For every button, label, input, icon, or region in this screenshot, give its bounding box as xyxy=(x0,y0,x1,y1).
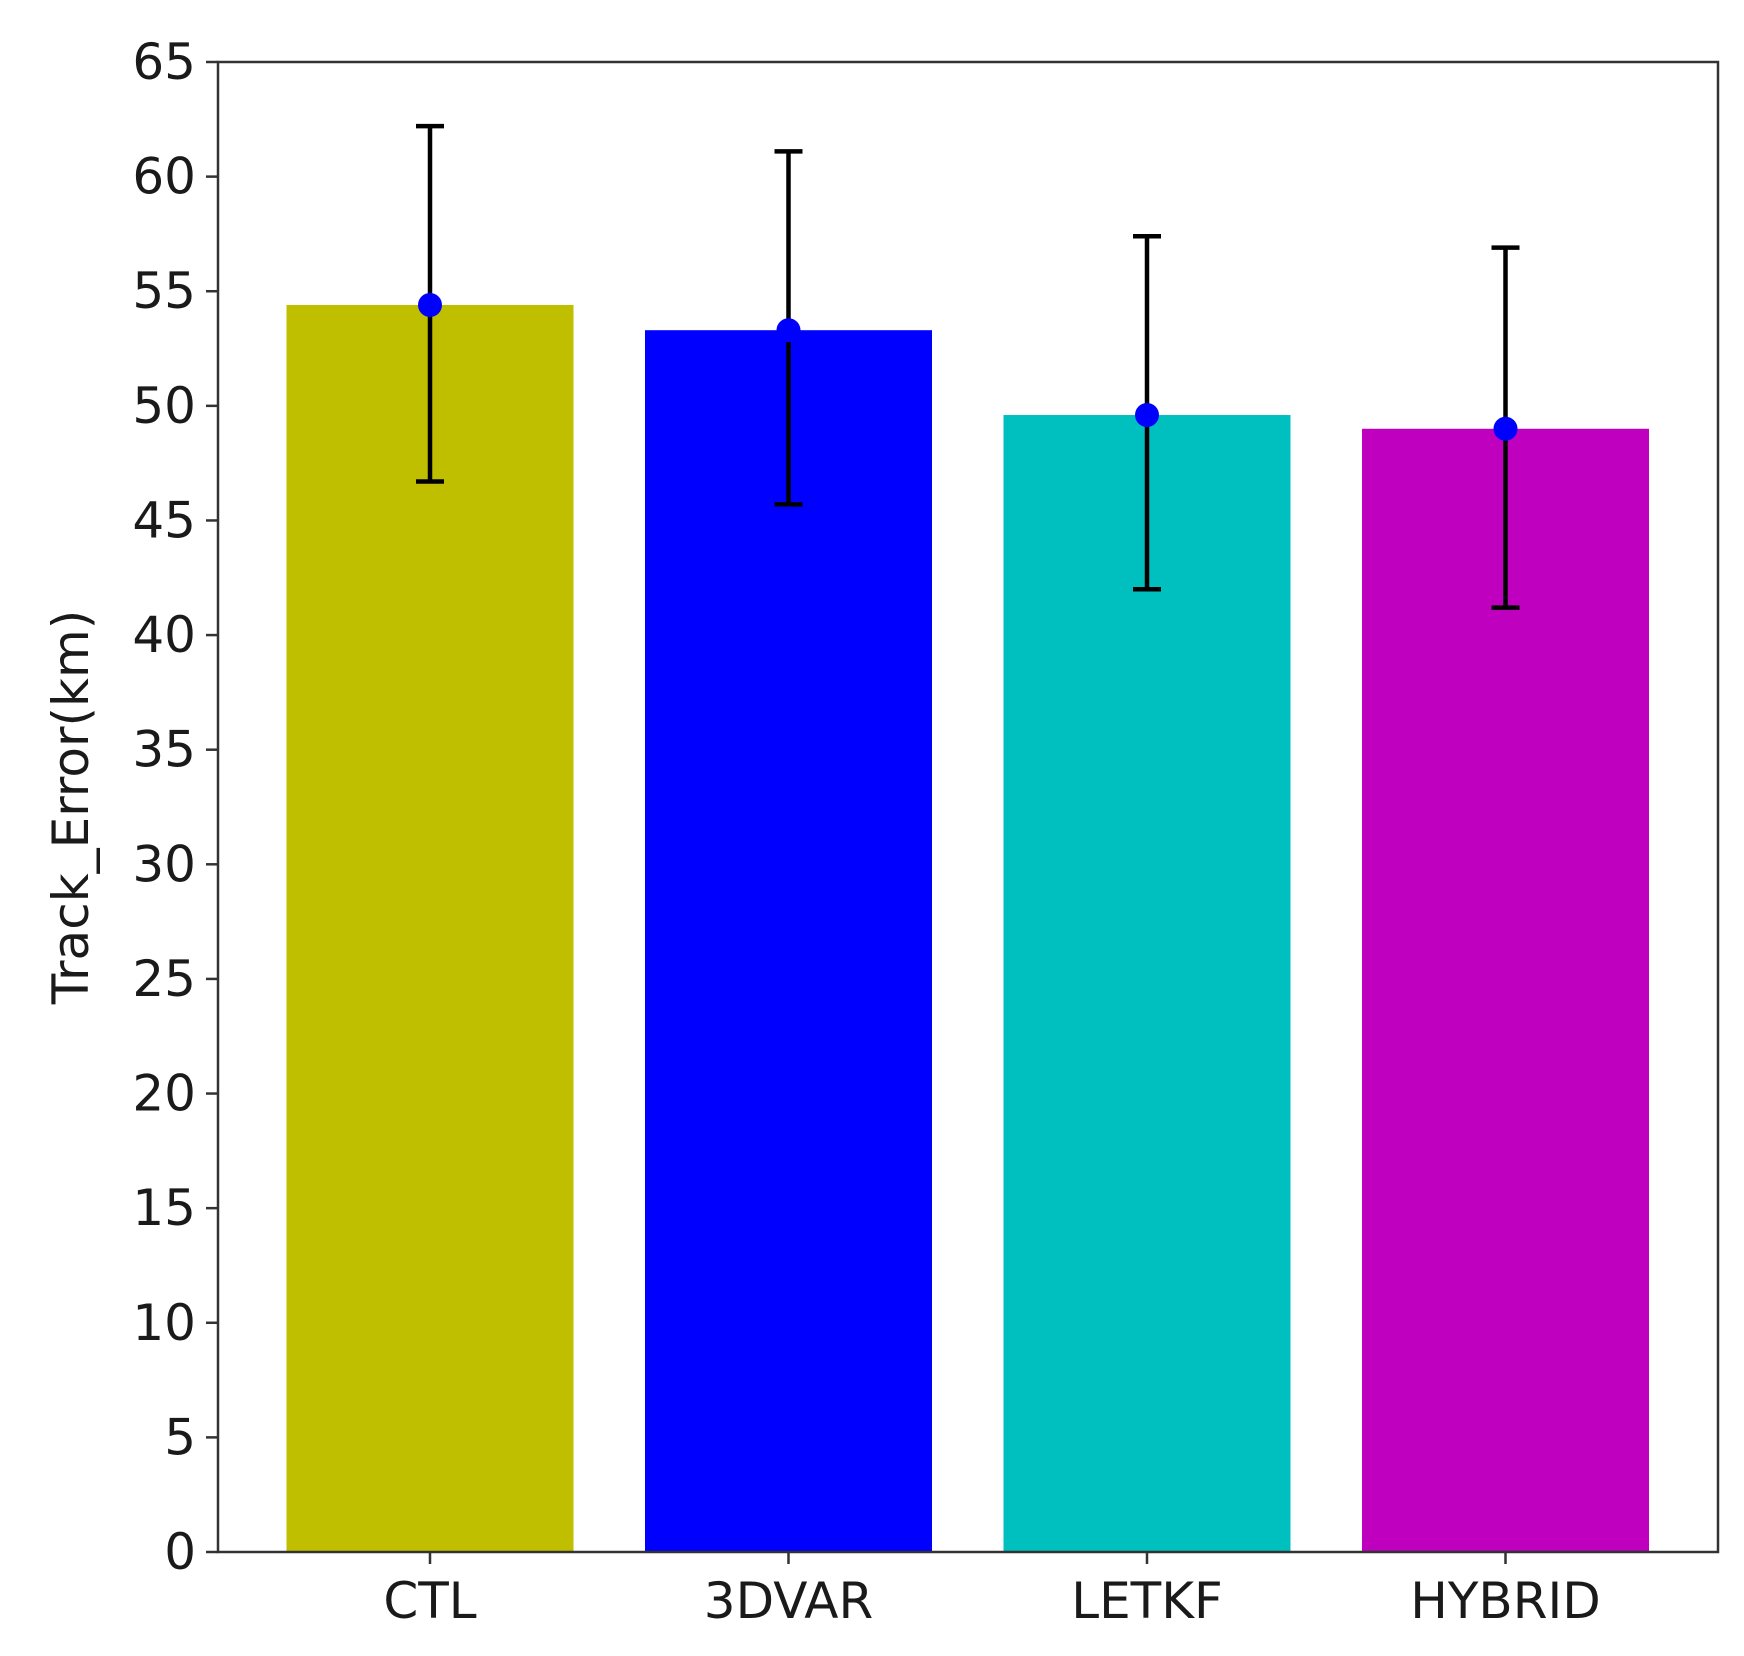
mean-marker xyxy=(1135,403,1159,428)
y-axis: 0 5 10 15 20 25 30 35 40 45 50 55 60 65 xyxy=(132,33,218,1581)
plot-frame xyxy=(216,60,1720,1554)
y-tick-label: 30 xyxy=(132,835,196,893)
bar-3dvar xyxy=(645,330,932,1553)
x-tick-label: HYBRID xyxy=(1410,1572,1600,1630)
mean-marker xyxy=(418,292,442,317)
y-tick-label: 35 xyxy=(132,721,196,779)
y-tick-label: 25 xyxy=(132,950,196,1008)
x-axis: CTL 3DVAR LETKF HYBRID xyxy=(383,1552,1601,1630)
bar-hybrid xyxy=(1362,428,1649,1552)
y-tick-label: 15 xyxy=(132,1179,196,1237)
y-tick-label: 65 xyxy=(132,33,196,91)
y-tick-label: 50 xyxy=(132,377,196,435)
x-tick-label: CTL xyxy=(383,1572,476,1630)
mean-marker xyxy=(776,318,801,343)
mean-marker xyxy=(1493,416,1518,441)
y-tick-label: 45 xyxy=(132,491,196,549)
error-bars-group xyxy=(416,123,1520,610)
x-tick-label: 3DVAR xyxy=(704,1572,873,1630)
y-tick-label: 10 xyxy=(132,1294,196,1352)
y-tick-label: 55 xyxy=(132,262,196,320)
y-tick-label: 5 xyxy=(164,1408,196,1466)
bars-group xyxy=(286,304,1649,1553)
y-axis-label: Track_Error(km) xyxy=(42,610,100,1005)
x-tick-label: LETKF xyxy=(1071,1572,1223,1630)
y-tick-label: 40 xyxy=(132,606,196,664)
bar-letkf xyxy=(1003,415,1291,1552)
y-tick-label: 20 xyxy=(132,1065,196,1123)
bar-ctl xyxy=(286,304,574,1552)
y-tick-label: 60 xyxy=(132,148,196,206)
y-tick-label: 0 xyxy=(164,1523,196,1581)
